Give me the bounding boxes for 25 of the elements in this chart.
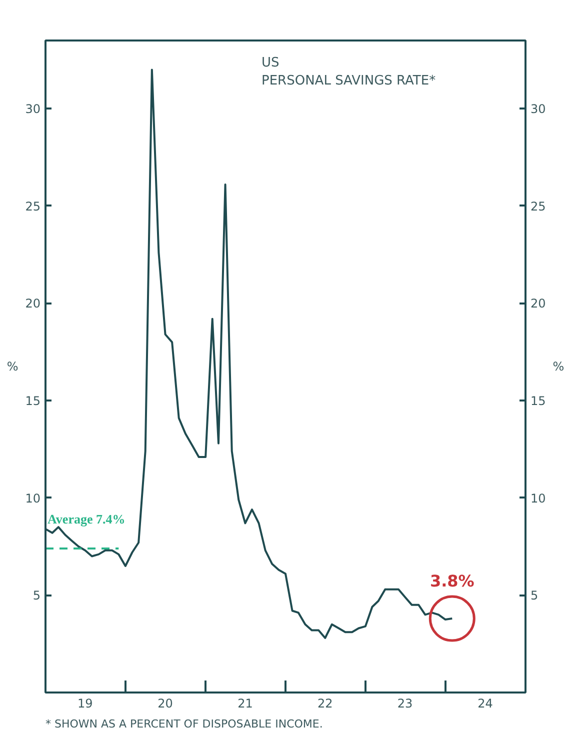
annotation: 3.8% bbox=[430, 572, 474, 591]
y-tick-label: 20 bbox=[25, 296, 41, 311]
x-tick-label: 22 bbox=[318, 696, 333, 710]
x-tick-label: 24 bbox=[478, 696, 493, 710]
y-axis-title: % bbox=[6, 360, 18, 374]
y2-tick-label: 10 bbox=[530, 491, 546, 506]
y2-tick-label: 30 bbox=[530, 102, 546, 116]
x-tick-label: 21 bbox=[238, 696, 253, 710]
annotation: Average 7.4% bbox=[48, 511, 126, 526]
y2-tick-label: 20 bbox=[530, 296, 546, 311]
y-tick-label: 30 bbox=[25, 102, 41, 116]
y-tick-label: 5 bbox=[32, 588, 41, 603]
text: * SHOWN AS A PERCENT OF DISPOSABLE INCOME. bbox=[46, 718, 323, 730]
text: PERSONAL SAVINGS RATE* bbox=[262, 74, 436, 88]
y-tick-label: 25 bbox=[25, 199, 41, 214]
y2-tick-label: 5 bbox=[530, 588, 538, 603]
x-tick-label: 20 bbox=[158, 696, 173, 710]
x-tick-label: 19 bbox=[78, 696, 93, 710]
x-tick-label: 23 bbox=[397, 696, 413, 710]
y-tick-label: 10 bbox=[25, 491, 41, 506]
y2-tick-label: 15 bbox=[530, 394, 546, 408]
text: US bbox=[262, 56, 280, 70]
y2-axis-title: % bbox=[552, 360, 564, 374]
y-tick-label: 15 bbox=[25, 394, 41, 408]
y2-tick-label: 25 bbox=[530, 199, 546, 214]
